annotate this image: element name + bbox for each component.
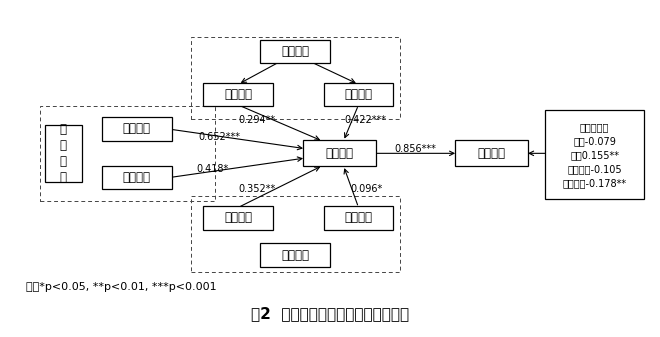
Text: 0.294**: 0.294** bbox=[238, 115, 276, 125]
Text: 0.096*: 0.096* bbox=[350, 184, 383, 194]
Text: 感知收益: 感知收益 bbox=[123, 171, 150, 184]
Text: 控制变量：
性别-0.079
年龄0.155**
教育程度-0.105
自感健康-0.178**: 控制变量： 性别-0.079 年龄0.155** 教育程度-0.105 自感健康… bbox=[562, 122, 626, 188]
Text: 社会支持: 社会支持 bbox=[224, 211, 252, 224]
Text: 价
值
因
素: 价 值 因 素 bbox=[60, 123, 67, 184]
FancyBboxPatch shape bbox=[455, 141, 528, 166]
Text: 信息质量: 信息质量 bbox=[345, 88, 372, 101]
FancyBboxPatch shape bbox=[102, 117, 172, 141]
Text: 态度因素: 态度因素 bbox=[281, 45, 309, 58]
Text: 图2  结构方程模型的标准化路径系数: 图2 结构方程模型的标准化路径系数 bbox=[251, 306, 409, 321]
FancyBboxPatch shape bbox=[303, 141, 376, 166]
FancyBboxPatch shape bbox=[45, 125, 82, 182]
Text: 0.856***: 0.856*** bbox=[394, 144, 436, 154]
Text: 自我效能: 自我效能 bbox=[123, 122, 150, 135]
FancyBboxPatch shape bbox=[545, 111, 644, 199]
FancyBboxPatch shape bbox=[323, 206, 393, 229]
FancyBboxPatch shape bbox=[260, 243, 330, 267]
Text: 分享意愿: 分享意愿 bbox=[325, 147, 354, 160]
Text: 0.652***: 0.652*** bbox=[198, 132, 240, 142]
Text: 0.352**: 0.352** bbox=[238, 184, 276, 194]
FancyBboxPatch shape bbox=[102, 166, 172, 189]
Text: 注：*p<0.05, **p<0.01, ***p<0.001: 注：*p<0.05, **p<0.01, ***p<0.001 bbox=[26, 281, 216, 292]
Text: 感知有用: 感知有用 bbox=[224, 88, 252, 101]
FancyBboxPatch shape bbox=[260, 40, 330, 63]
Text: 环境因素: 环境因素 bbox=[281, 248, 309, 262]
FancyBboxPatch shape bbox=[203, 83, 273, 106]
Text: 群聚效应: 群聚效应 bbox=[345, 211, 372, 224]
FancyBboxPatch shape bbox=[323, 83, 393, 106]
Text: 分享行为: 分享行为 bbox=[478, 147, 506, 160]
Text: 0.422***: 0.422*** bbox=[345, 115, 387, 125]
FancyBboxPatch shape bbox=[203, 206, 273, 229]
Text: 0.418*: 0.418* bbox=[197, 164, 229, 174]
